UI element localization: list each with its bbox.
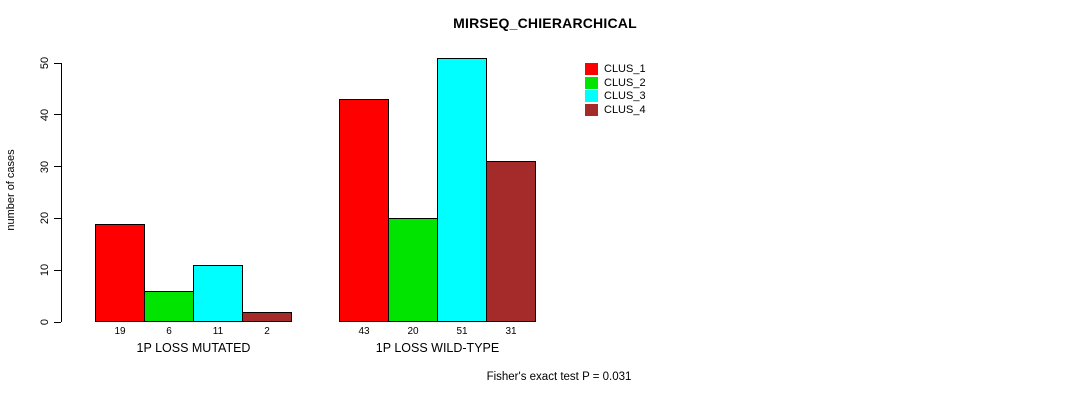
- y-tick-label: 10: [39, 264, 51, 277]
- bar-value-label: 2: [264, 326, 270, 337]
- y-tick-label: 0: [39, 318, 51, 326]
- bar-value-label: 19: [114, 326, 126, 337]
- category-label: 1P LOSS MUTATED: [136, 341, 251, 355]
- y-axis-line: [61, 63, 62, 322]
- y-tick-label: 40: [39, 108, 51, 121]
- bar: [486, 161, 536, 322]
- bar-value-label: 51: [456, 326, 468, 337]
- bar: [242, 312, 292, 322]
- y-tick: [54, 217, 61, 219]
- y-tick-label: 20: [39, 212, 51, 225]
- bar: [95, 224, 145, 322]
- bar-value-label: 6: [166, 326, 172, 337]
- legend-label: CLUS_2: [604, 76, 646, 89]
- legend-item: CLUS_3: [585, 89, 646, 103]
- bar: [339, 99, 389, 322]
- y-tick: [54, 321, 61, 323]
- y-axis-label: number of cases: [5, 149, 17, 231]
- bar: [388, 218, 438, 322]
- legend-swatch: [585, 103, 598, 116]
- legend-label: CLUS_4: [604, 103, 646, 116]
- y-tick-label: 30: [39, 160, 51, 173]
- bar: [193, 265, 243, 322]
- bar-value-label: 11: [212, 326, 224, 337]
- bar: [437, 58, 487, 322]
- legend-item: CLUS_4: [585, 103, 646, 117]
- bar: [144, 291, 194, 322]
- legend-item: CLUS_1: [585, 62, 646, 76]
- legend-label: CLUS_3: [604, 90, 646, 103]
- category-label: 1P LOSS WILD-TYPE: [375, 341, 500, 355]
- y-tick: [54, 269, 61, 271]
- chart-title: MIRSEQ_CHIERARCHICAL: [453, 15, 637, 31]
- legend: CLUS_1 CLUS_2 CLUS_3 CLUS_4: [585, 62, 646, 117]
- legend-label: CLUS_1: [604, 62, 646, 75]
- y-tick: [54, 166, 61, 168]
- y-tick: [54, 114, 61, 116]
- stat-test-note: Fisher's exact test P = 0.031: [486, 371, 632, 383]
- y-tick: [54, 62, 61, 64]
- legend-swatch: [585, 76, 598, 89]
- legend-swatch: [585, 90, 598, 103]
- bar-value-label: 31: [505, 326, 517, 337]
- legend-swatch: [585, 62, 598, 75]
- legend-item: CLUS_2: [585, 76, 646, 90]
- bar-value-label: 43: [358, 326, 370, 337]
- bar-value-label: 20: [407, 326, 419, 337]
- y-tick-label: 50: [39, 56, 51, 70]
